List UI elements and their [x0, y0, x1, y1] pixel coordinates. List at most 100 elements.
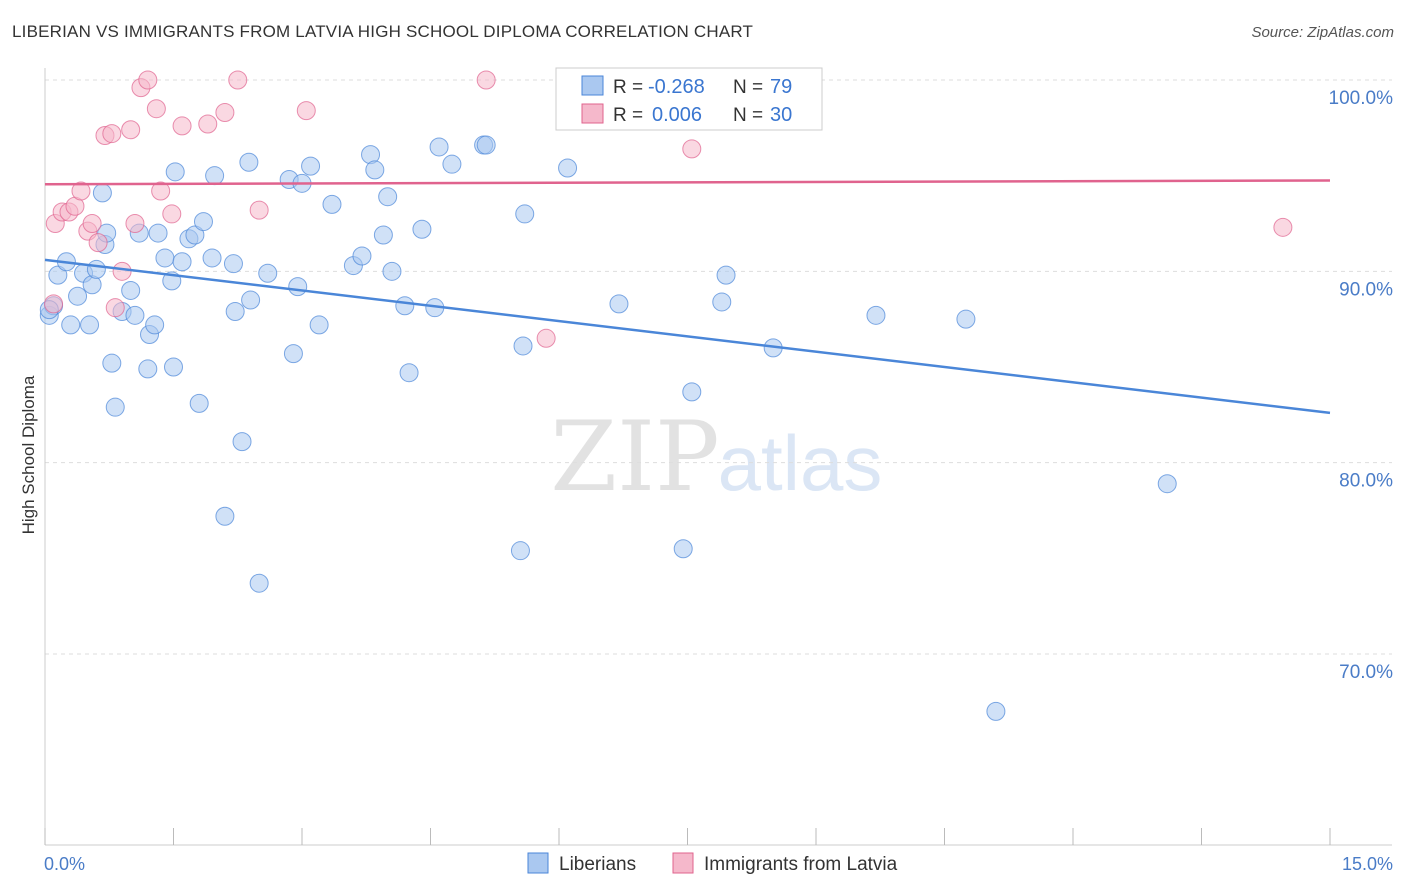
liberian-point	[202, 248, 222, 268]
stats-n-label-blue: N =	[733, 77, 763, 98]
stats-r-value-blue: -0.268	[648, 76, 705, 98]
latvia-point	[44, 294, 64, 314]
liberian-point	[476, 135, 496, 155]
x-axis-ticks	[44, 828, 1331, 845]
liberian-point	[866, 305, 886, 325]
stats-r-label-blue: R =	[613, 77, 643, 98]
liberian-point	[986, 701, 1006, 721]
latvia-point	[249, 200, 269, 220]
liberian-point	[125, 305, 145, 325]
liberian-point	[395, 296, 415, 316]
legend-label-liberians: Liberians	[559, 854, 636, 875]
liberian-point	[515, 204, 535, 224]
liberian-point	[322, 194, 342, 214]
liberian-point	[86, 259, 106, 279]
liberian-point	[48, 265, 68, 285]
x-tick-label-min: 0.0%	[44, 854, 85, 874]
x-tick-label-max: 15.0%	[1342, 854, 1393, 874]
trend-lines	[44, 179, 1331, 415]
liberian-point	[241, 290, 261, 310]
liberian-point	[232, 432, 252, 452]
latvia-point	[682, 139, 702, 159]
latvia-point	[296, 101, 316, 121]
latvia-point	[536, 328, 556, 348]
liberian-point	[249, 573, 269, 593]
liberian-point	[215, 506, 235, 526]
liberian-point	[609, 294, 629, 314]
stats-swatch-pink	[581, 103, 604, 124]
y-tick-label: 100.0%	[1329, 88, 1394, 109]
liberian-point	[148, 223, 168, 243]
liberian-point	[673, 539, 693, 559]
liberian-point	[164, 357, 183, 377]
liberian-point	[429, 137, 449, 157]
liberian-point	[956, 309, 976, 329]
y-tick-labels: 70.0% 80.0% 90.0% 100.0%	[1329, 88, 1394, 683]
latvia-point	[125, 214, 145, 233]
latvia-point	[105, 298, 125, 318]
stats-n-label-pink: N =	[733, 105, 763, 126]
liberian-point	[378, 187, 398, 207]
liberian-point	[399, 363, 419, 383]
liberian-point	[558, 158, 578, 178]
legend-swatch-liberians	[527, 852, 549, 874]
latvia-point	[215, 103, 235, 123]
liberian-point	[102, 353, 122, 373]
stats-r-value-pink: 0.006	[652, 104, 702, 126]
liberian-point	[165, 162, 185, 182]
liberian-point	[68, 286, 88, 306]
liberian-point	[155, 248, 175, 268]
liberian-point	[352, 246, 372, 266]
liberian-point	[138, 359, 158, 379]
liberian-point	[205, 166, 225, 186]
source-label: Source: ZipAtlas.com	[1251, 24, 1394, 41]
liberian-point	[225, 302, 245, 322]
liberian-point	[716, 265, 736, 285]
liberian-point	[121, 280, 141, 300]
latvia-point	[82, 214, 102, 233]
latvia-point	[151, 181, 171, 201]
liberian-point	[172, 252, 192, 272]
latvia-point	[162, 204, 182, 224]
latvia-point	[102, 124, 122, 144]
liberian-point	[193, 212, 213, 232]
latvia-point	[88, 233, 108, 253]
liberian-point	[239, 152, 259, 172]
chart-title: LIBERIAN VS IMMIGRANTS FROM LATVIA HIGH …	[12, 22, 754, 41]
scatter-points	[39, 70, 1293, 721]
liberian-point	[189, 393, 209, 413]
stats-n-value-blue: 79	[770, 76, 792, 98]
y-tick-label: 90.0%	[1339, 279, 1393, 300]
liberian-point	[145, 315, 165, 335]
liberian-point	[185, 225, 205, 245]
latvia-point	[172, 116, 192, 136]
liberian-point	[288, 277, 308, 297]
bottom-legend: Liberians Immigrants from Latvia	[527, 852, 898, 875]
liberian-point	[510, 541, 530, 561]
liberian-point	[105, 397, 125, 417]
liberian-point	[442, 154, 462, 174]
stats-r-label-pink: R =	[613, 105, 643, 126]
latvia-point	[138, 70, 158, 90]
latvia-trend-line	[44, 179, 1331, 186]
liberian-point	[283, 344, 303, 364]
liberian-point	[80, 315, 100, 335]
stats-legend: R = -0.268 N = 79 R = 0.006 N = 30	[555, 67, 823, 131]
liberian-point	[513, 336, 533, 356]
latvia-point	[228, 70, 248, 90]
watermark-zip: ZIP	[550, 401, 719, 513]
liberian-point	[223, 254, 243, 274]
y-tick-label: 70.0%	[1339, 662, 1393, 683]
liberian-point	[309, 315, 329, 335]
stats-swatch-blue	[581, 75, 604, 96]
y-tick-label: 80.0%	[1339, 471, 1393, 492]
latvia-point	[121, 120, 141, 140]
liberian-point	[412, 219, 432, 239]
y-axis-title: High School Diploma	[19, 375, 38, 534]
latvia-point	[198, 114, 218, 134]
liberian-point	[382, 261, 402, 281]
stats-n-value-pink: 30	[770, 104, 792, 126]
liberian-point	[682, 382, 702, 402]
